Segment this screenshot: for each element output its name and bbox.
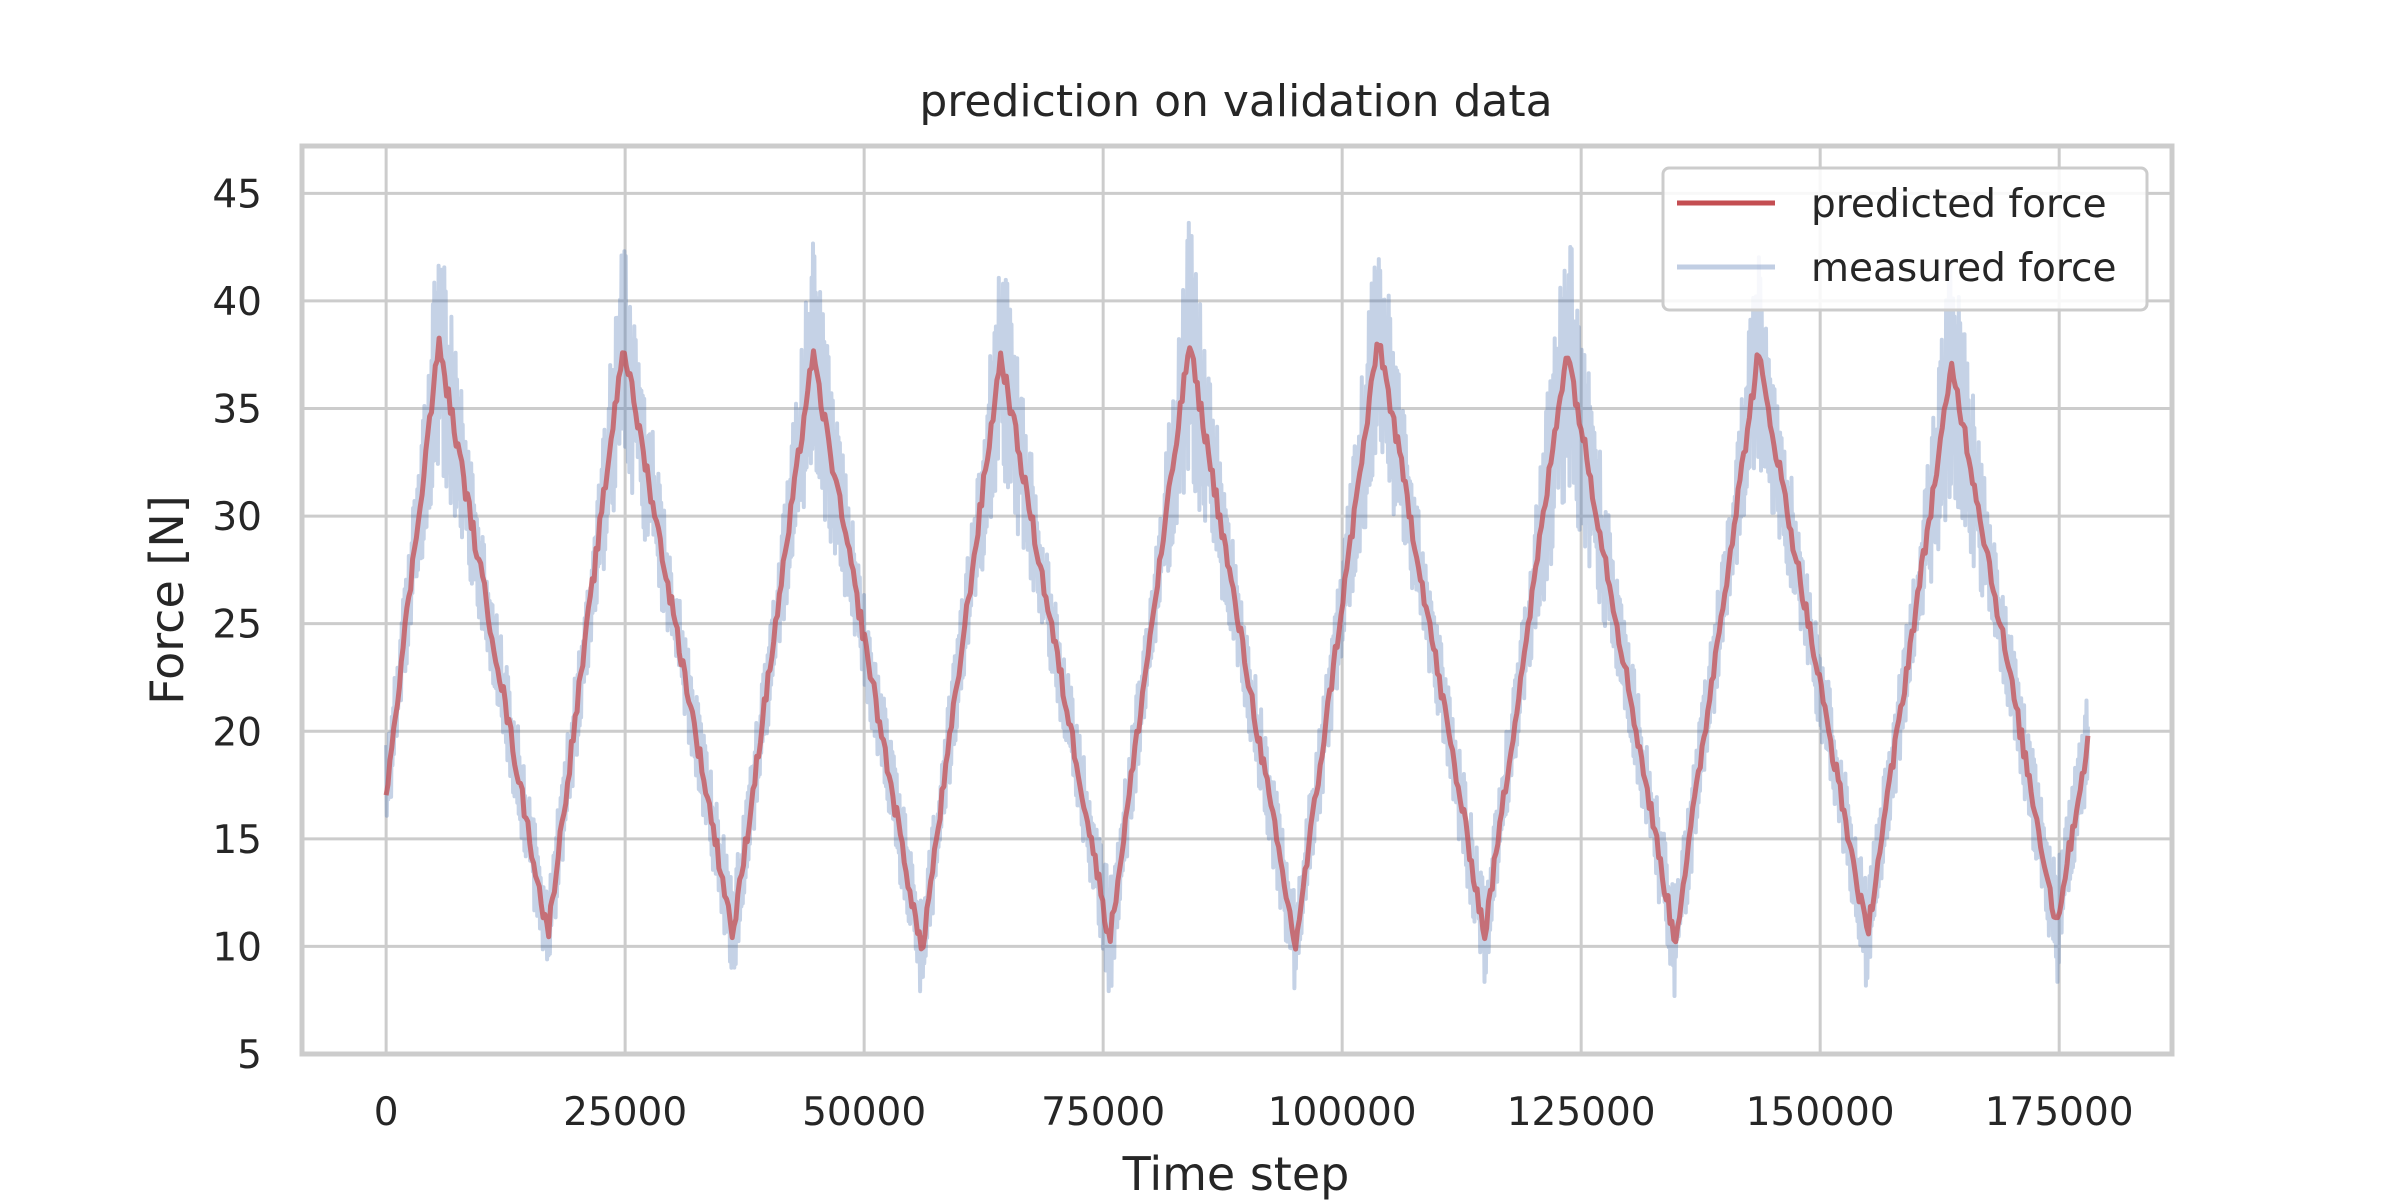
y-tick-label: 45 bbox=[212, 172, 262, 217]
legend-measured-label: measured force bbox=[1811, 246, 2116, 291]
predicted-point bbox=[999, 353, 1003, 357]
x-axis-label: Time step bbox=[1122, 1147, 1350, 1200]
measured-force-line bbox=[384, 220, 2090, 998]
predicted-point bbox=[811, 353, 815, 357]
predicted-point bbox=[731, 934, 735, 938]
predicted-point bbox=[384, 789, 388, 793]
y-tick-label: 15 bbox=[212, 818, 262, 863]
predicted-point bbox=[1376, 335, 1380, 339]
legend-predicted-label: predicted force bbox=[1811, 182, 2107, 227]
predicted-point bbox=[1756, 353, 1760, 357]
y-tick-label: 35 bbox=[212, 388, 262, 433]
predicted-force-line bbox=[383, 335, 2091, 952]
x-tick-label: 50000 bbox=[802, 1090, 926, 1135]
predicted-point bbox=[1950, 363, 1954, 367]
tick-labels-layer: 0 25000 50000 75000 100000 125000 150000 175000… bbox=[212, 172, 2133, 1135]
measured-series-layer bbox=[384, 220, 2090, 998]
predicted-point bbox=[437, 342, 441, 346]
predicted-point bbox=[1865, 934, 1869, 938]
x-tick-label: 75000 bbox=[1041, 1090, 1165, 1135]
predicted-point bbox=[546, 934, 550, 938]
x-tick-label: 175000 bbox=[1985, 1090, 2134, 1135]
predicted-point bbox=[1293, 944, 1297, 948]
y-tick-label: 25 bbox=[212, 603, 262, 648]
chart-title: prediction on validation data bbox=[919, 76, 1552, 127]
x-tick-label: 125000 bbox=[1507, 1090, 1656, 1135]
predicted-point bbox=[1108, 938, 1112, 942]
y-tick-label: 30 bbox=[212, 495, 262, 540]
predicted-point bbox=[2054, 923, 2058, 927]
plot-frame bbox=[299, 143, 2175, 1057]
y-tick-label: 20 bbox=[212, 710, 262, 755]
legend-box bbox=[1661, 166, 2149, 312]
x-tick-label: 0 bbox=[374, 1090, 399, 1135]
predicted-point bbox=[1565, 346, 1569, 350]
predicted-series-layer bbox=[383, 335, 2091, 955]
y-tick-label: 40 bbox=[212, 280, 262, 325]
x-tick-label: 150000 bbox=[1746, 1090, 1895, 1135]
x-tick-label: 25000 bbox=[563, 1090, 687, 1135]
x-tick-label: 100000 bbox=[1268, 1090, 1417, 1135]
predicted-point bbox=[1187, 342, 1191, 346]
predicted-point bbox=[1673, 940, 1677, 944]
predicted-point bbox=[621, 342, 625, 346]
predicted-point bbox=[2086, 740, 2090, 744]
y-tick-label: 10 bbox=[212, 925, 262, 970]
y-tick-label: 5 bbox=[237, 1033, 262, 1078]
predicted-point bbox=[920, 951, 924, 955]
y-axis-label: Force [N] bbox=[140, 495, 194, 704]
predicted-point bbox=[1483, 934, 1487, 938]
legend: predicted force measured force bbox=[1661, 166, 2149, 312]
